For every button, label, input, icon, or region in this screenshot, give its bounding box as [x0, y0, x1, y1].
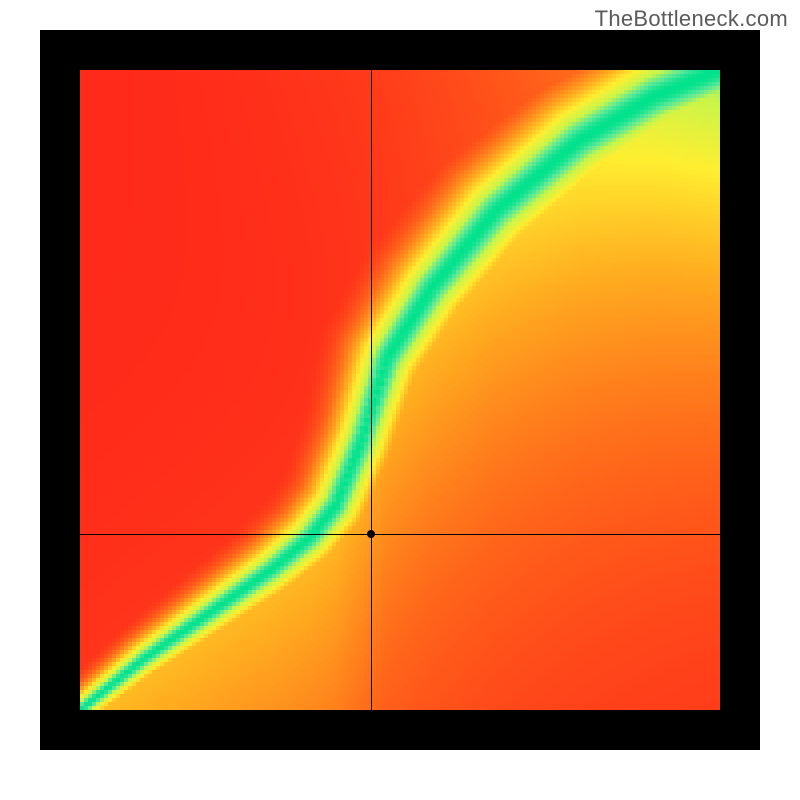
heatmap-canvas [80, 70, 720, 710]
crosshair-horizontal [80, 534, 720, 535]
watermark-text: TheBottleneck.com [595, 6, 788, 32]
plot-frame [40, 30, 760, 750]
crosshair-dot [367, 530, 375, 538]
crosshair-vertical [371, 70, 372, 710]
chart-container: TheBottleneck.com [0, 0, 800, 800]
